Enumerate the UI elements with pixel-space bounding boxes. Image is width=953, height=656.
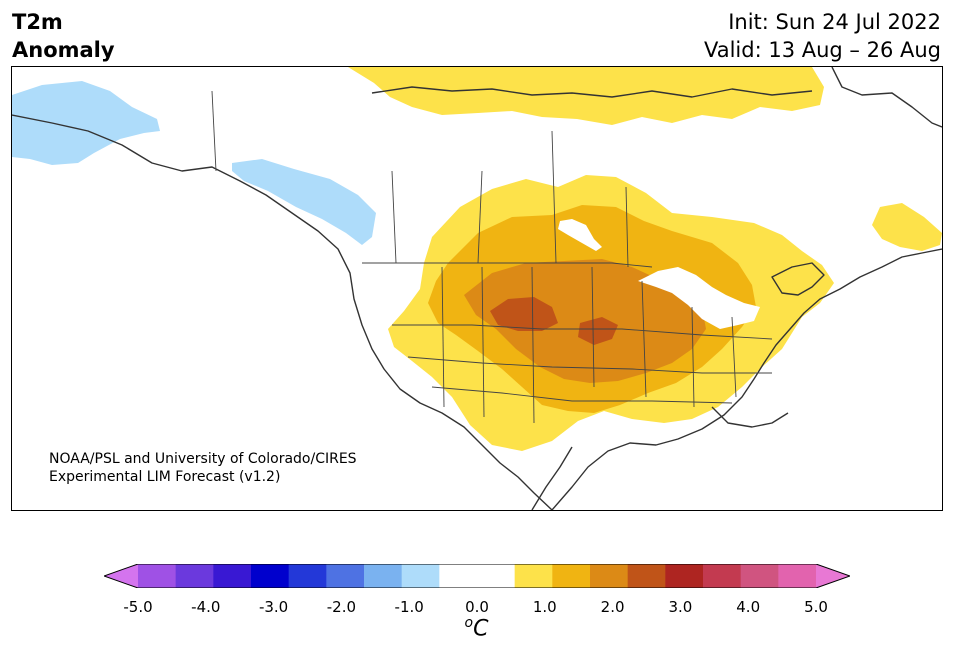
colorbar-tick-label: 5.0 (804, 598, 828, 616)
colorbar-cell (175, 564, 214, 588)
borders (211, 90, 773, 424)
colorbar-tick-label: -4.0 (191, 598, 221, 616)
colorbar (104, 564, 850, 588)
map-canvas (12, 67, 942, 510)
colorbar-tick-label: -5.0 (123, 598, 153, 616)
colorbar-cell (401, 564, 440, 588)
colorbar-cell (288, 564, 327, 588)
anomaly-region-blue-alaska (12, 81, 160, 165)
colorbar-ticks: -5.0 -4.0 -3.0 -2.0 -1.0 0.0 1.0 2.0 3.0 4.0 5.0 (0, 598, 953, 618)
great-lakes (638, 267, 760, 329)
title-field: Anomaly (12, 38, 115, 62)
colorbar-extend-low (104, 564, 138, 588)
unit-label: C (473, 616, 489, 642)
anomaly-region-dark-orange-plains (578, 317, 618, 345)
colorbar-cell (251, 564, 290, 588)
colorbar-tick-label: 2.0 (600, 598, 625, 616)
anomaly-map: NOAA/PSL and University of Colorado/CIRE… (11, 66, 943, 511)
credit-text: NOAA/PSL and University of Colorado/CIRE… (49, 450, 357, 486)
colorbar-tick-label: -2.0 (326, 598, 357, 616)
colorbar-cell (439, 564, 478, 588)
credit-line-2: Experimental LIM Forecast (v1.2) (49, 469, 281, 485)
lake-winnipeg (558, 219, 602, 251)
colorbar-cell (778, 564, 817, 588)
colorbar-tick-label: 3.0 (668, 598, 693, 616)
colorbar-cell (364, 564, 403, 588)
anomaly-region-blue-canada (232, 159, 376, 245)
colorbar-cell (740, 564, 779, 588)
title-variable: T2m (12, 10, 63, 34)
colorbar-tick-label: 0.0 (465, 598, 489, 616)
colorbar-cell (703, 564, 742, 588)
colorbar-cell (326, 564, 365, 588)
colorbar-cell (514, 564, 553, 588)
colorbar-cell (138, 564, 177, 588)
anomaly-region-orange (464, 259, 706, 383)
colorbar-cell (627, 564, 666, 588)
credit-line-1: NOAA/PSL and University of Colorado/CIRE… (49, 451, 357, 467)
coastlines (12, 67, 942, 510)
valid-range: Valid: 13 Aug – 26 Aug (703, 38, 941, 62)
map-title: T2m Anomaly (12, 8, 115, 64)
unit-superscript: o (464, 615, 474, 631)
init-date: Init: Sun 24 Jul 2022 (728, 10, 941, 34)
forecast-dates: Init: Sun 24 Jul 2022 Valid: 13 Aug – 26… (704, 8, 941, 64)
colorbar-tick-label: -3.0 (258, 598, 289, 616)
colorbar-cell (477, 564, 516, 588)
colorbar-unit: oC (0, 615, 953, 641)
anomaly-region-dark-orange-rockies (490, 297, 558, 331)
anomaly-region-light-yellow-labrador (872, 203, 942, 251)
colorbar-cell (213, 564, 252, 588)
colorbar-tick-label: 1.0 (532, 598, 557, 616)
colorbar-extend-high (816, 564, 850, 588)
colorbar-cell (552, 564, 591, 588)
colorbar-tick-label: -1.0 (394, 598, 424, 616)
colorbar-cell (665, 564, 704, 588)
colorbar-cell (590, 564, 629, 588)
anomaly-region-light-yellow-arctic (348, 67, 824, 125)
colorbar-tick-label: 4.0 (736, 598, 761, 616)
